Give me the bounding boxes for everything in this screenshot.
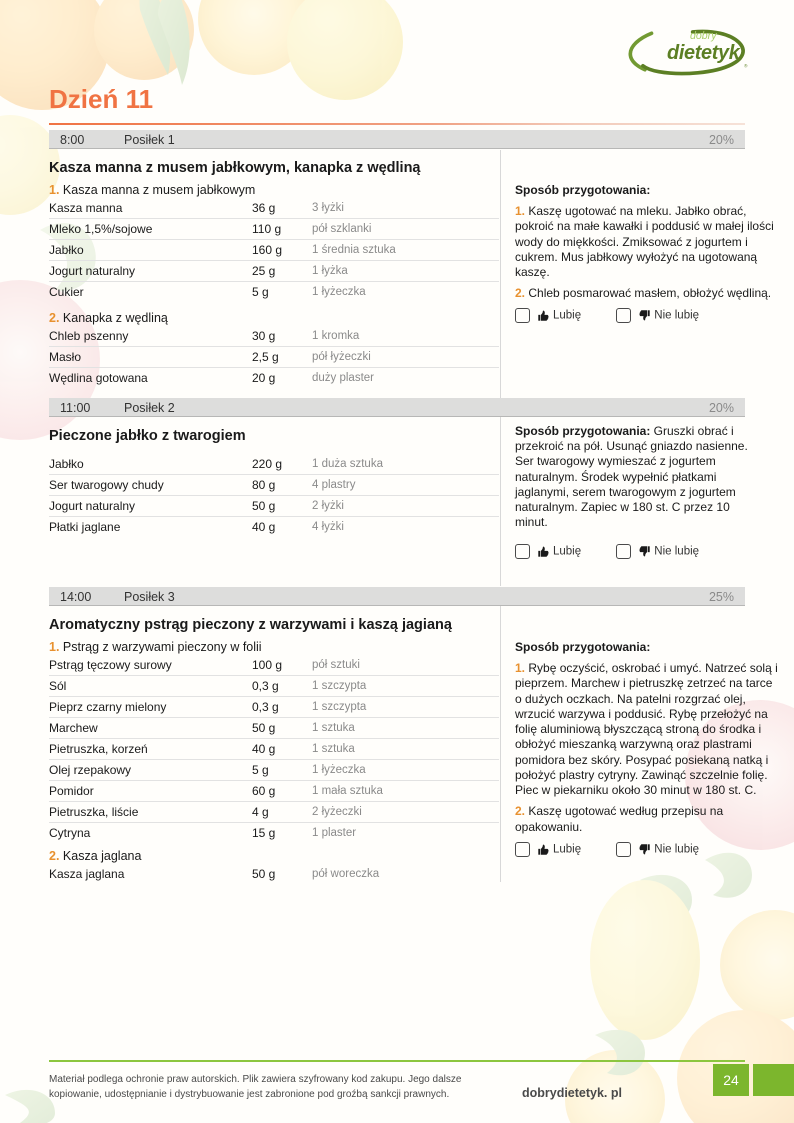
svg-text:®: ® bbox=[744, 63, 748, 69]
svg-text:dietetyk: dietetyk bbox=[667, 42, 741, 64]
svg-text:dobry: dobry bbox=[690, 30, 717, 42]
